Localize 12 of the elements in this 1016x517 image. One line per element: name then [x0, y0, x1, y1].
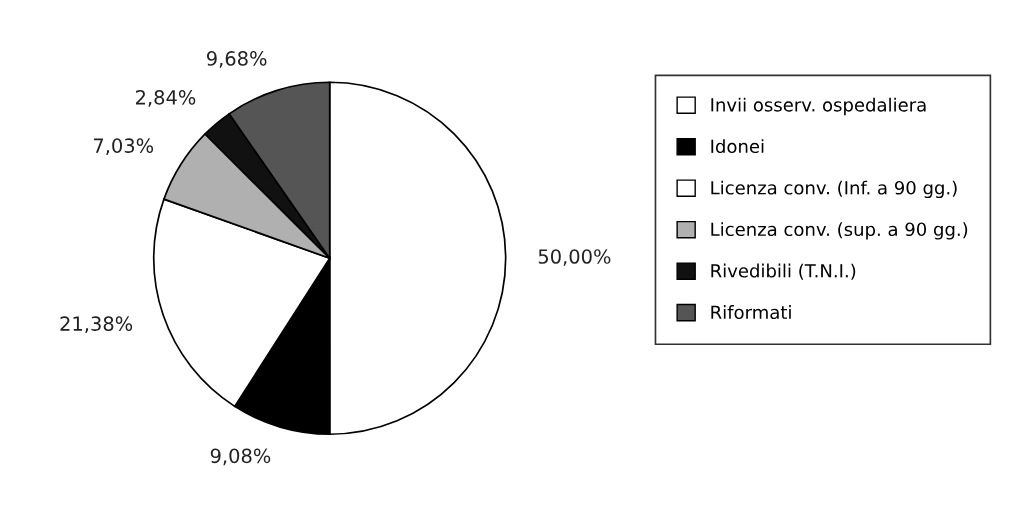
data-label: 7,03%: [93, 138, 154, 155]
legend-label: Idonei: [711, 139, 764, 154]
legend-label: Licenza conv. (sup. a 90 gg.): [711, 222, 968, 240]
data-label: 50,00%: [538, 249, 611, 266]
data-label: 9,68%: [206, 51, 267, 68]
data-label: 21,38%: [60, 316, 133, 333]
data-label: 2,84%: [136, 90, 196, 107]
legend-label: Licenza conv. (Inf. a 90 gg.): [711, 180, 957, 199]
legend-label: Riformati: [711, 305, 791, 320]
data-label: 9,08%: [210, 448, 271, 466]
legend-label: Rivedibili (T.N.I.): [711, 263, 856, 280]
legend-label: Invii osserv. ospedaliera: [711, 97, 926, 116]
